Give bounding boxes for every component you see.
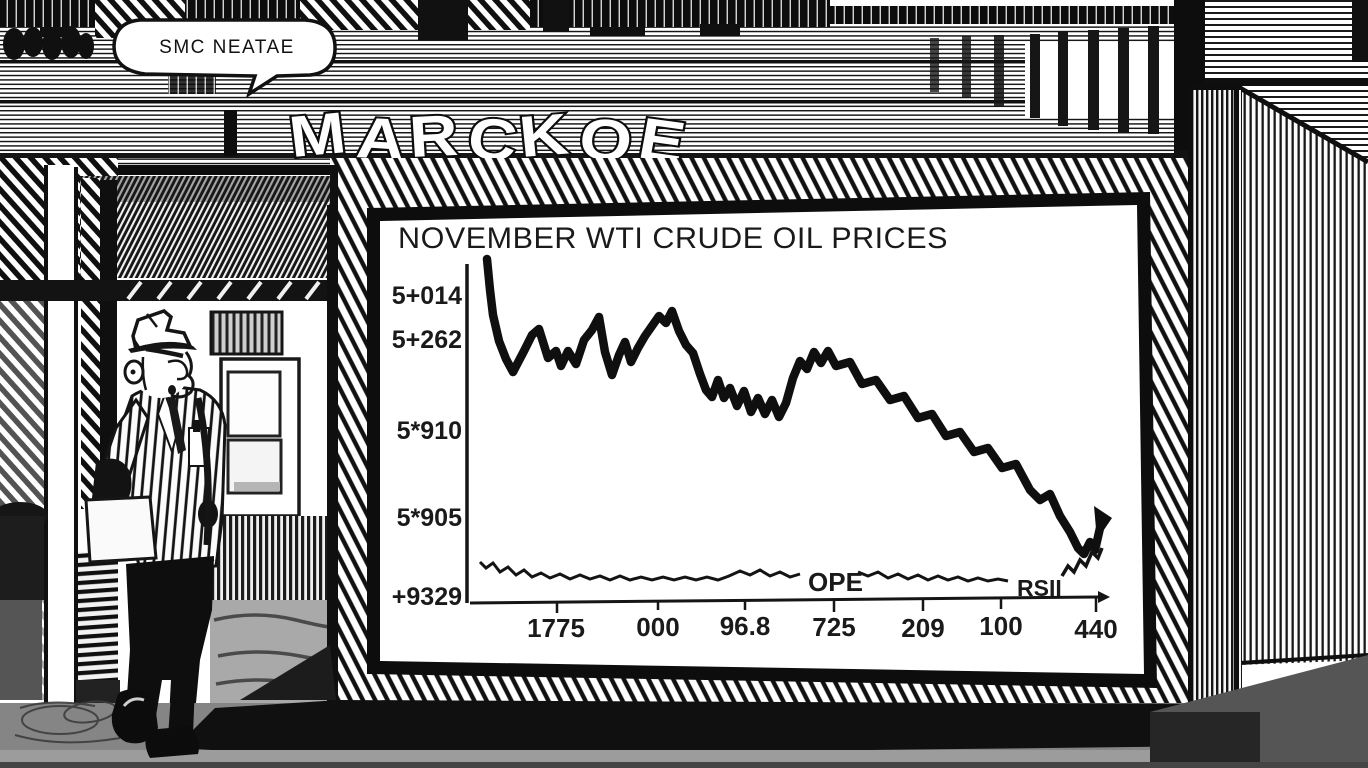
svg-text:209: 209 <box>901 613 944 643</box>
svg-text:440: 440 <box>1074 614 1117 644</box>
svg-text:5+014: 5+014 <box>392 282 462 310</box>
svg-text:1775: 1775 <box>527 613 585 643</box>
svg-text:000: 000 <box>636 612 679 642</box>
svg-text:96.8: 96.8 <box>720 611 771 641</box>
svg-text:SМC NEATAE: SМC NEATAE <box>159 37 295 58</box>
svg-text:RSII: RSII <box>1017 575 1062 601</box>
svg-text:725: 725 <box>812 612 855 642</box>
svg-text:5*905: 5*905 <box>397 504 462 532</box>
svg-text:100: 100 <box>979 611 1022 641</box>
svg-text:OPE: OPE <box>808 567 863 597</box>
svg-text:NOVEMBER WTI CRUDE OIL PRICES: NOVEMBER WTI CRUDE OIL PRICES <box>398 222 948 255</box>
svg-text:+9329: +9329 <box>392 583 462 611</box>
svg-text:5*910: 5*910 <box>397 417 462 445</box>
svg-text:5+262: 5+262 <box>392 326 462 354</box>
